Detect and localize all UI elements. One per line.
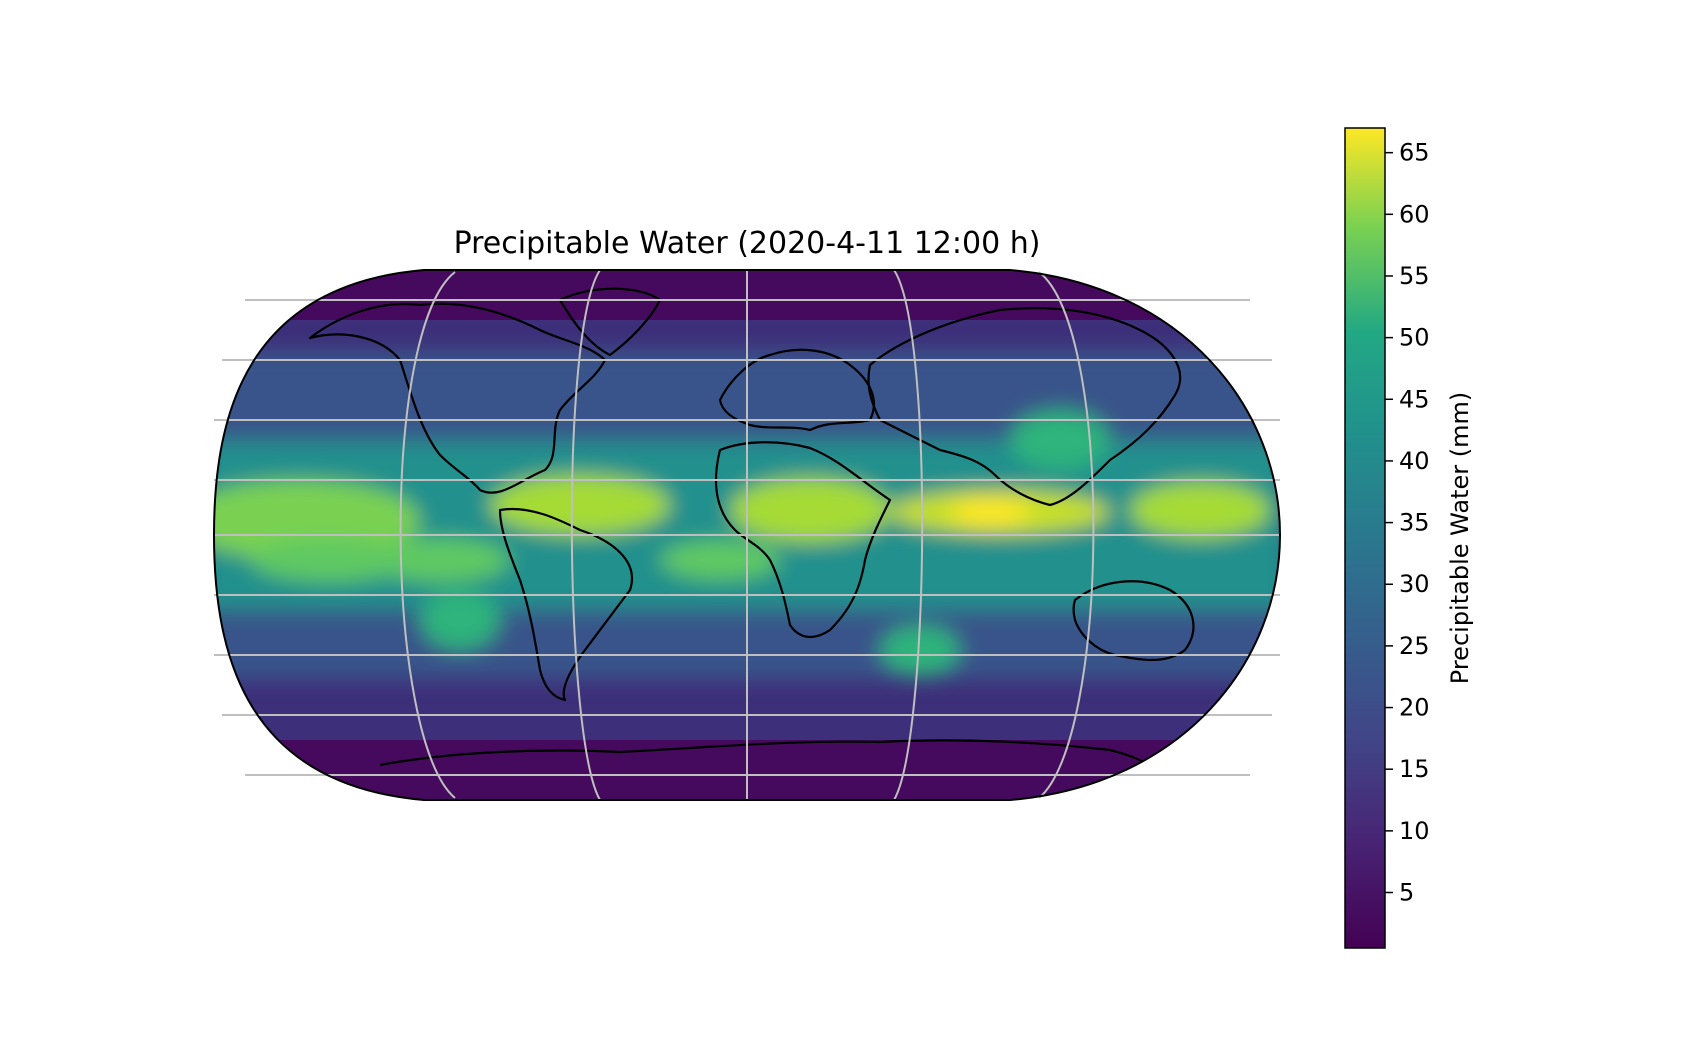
colorbar-tick-label: 25 bbox=[1399, 632, 1430, 660]
colorbar-tick-label: 60 bbox=[1399, 200, 1430, 228]
colorbar-tick-label: 35 bbox=[1399, 509, 1430, 537]
colorbar-tick-label: 45 bbox=[1399, 385, 1430, 413]
coastline-europe bbox=[718, 348, 875, 432]
colorbar-tick-label: 50 bbox=[1399, 324, 1430, 352]
colorbar-tick-label: 65 bbox=[1399, 139, 1430, 167]
coastline-greenland bbox=[558, 287, 662, 357]
colorbar-tick-label: 5 bbox=[1399, 879, 1414, 907]
colorbar-tick-label: 40 bbox=[1399, 447, 1430, 475]
colorbar-tick-label: 10 bbox=[1399, 817, 1430, 845]
coastline-asia bbox=[867, 307, 1182, 507]
coastline-africa bbox=[714, 441, 892, 638]
colorbar-tick-label: 20 bbox=[1399, 694, 1430, 722]
map-boundary bbox=[212, 269, 1282, 801]
map-title: Precipitable Water (2020-4-11 12:00 h) bbox=[454, 226, 1041, 261]
colorbar: 5 10 15 20 25 30 35 40 45 50 55 60 65 Precipitable W… bbox=[1344, 127, 1474, 949]
gridlines bbox=[214, 269, 1280, 801]
coastline-australia bbox=[1072, 580, 1195, 662]
colorbar-gradient bbox=[1344, 127, 1386, 949]
colorbar-tick-label: 55 bbox=[1399, 262, 1430, 290]
coastline-antarctica bbox=[379, 739, 1151, 767]
coastline-north-america bbox=[308, 302, 607, 494]
coastlines bbox=[308, 287, 1195, 767]
colorbar-tick-label: 30 bbox=[1399, 570, 1430, 598]
colorbar-label: Precipitable Water (mm) bbox=[1446, 392, 1474, 684]
coastline-south-america bbox=[498, 507, 633, 702]
colorbar-ticks: 5 10 15 20 25 30 35 40 45 50 55 60 65 bbox=[1385, 139, 1430, 907]
colorbar-tick-label: 15 bbox=[1399, 755, 1430, 783]
